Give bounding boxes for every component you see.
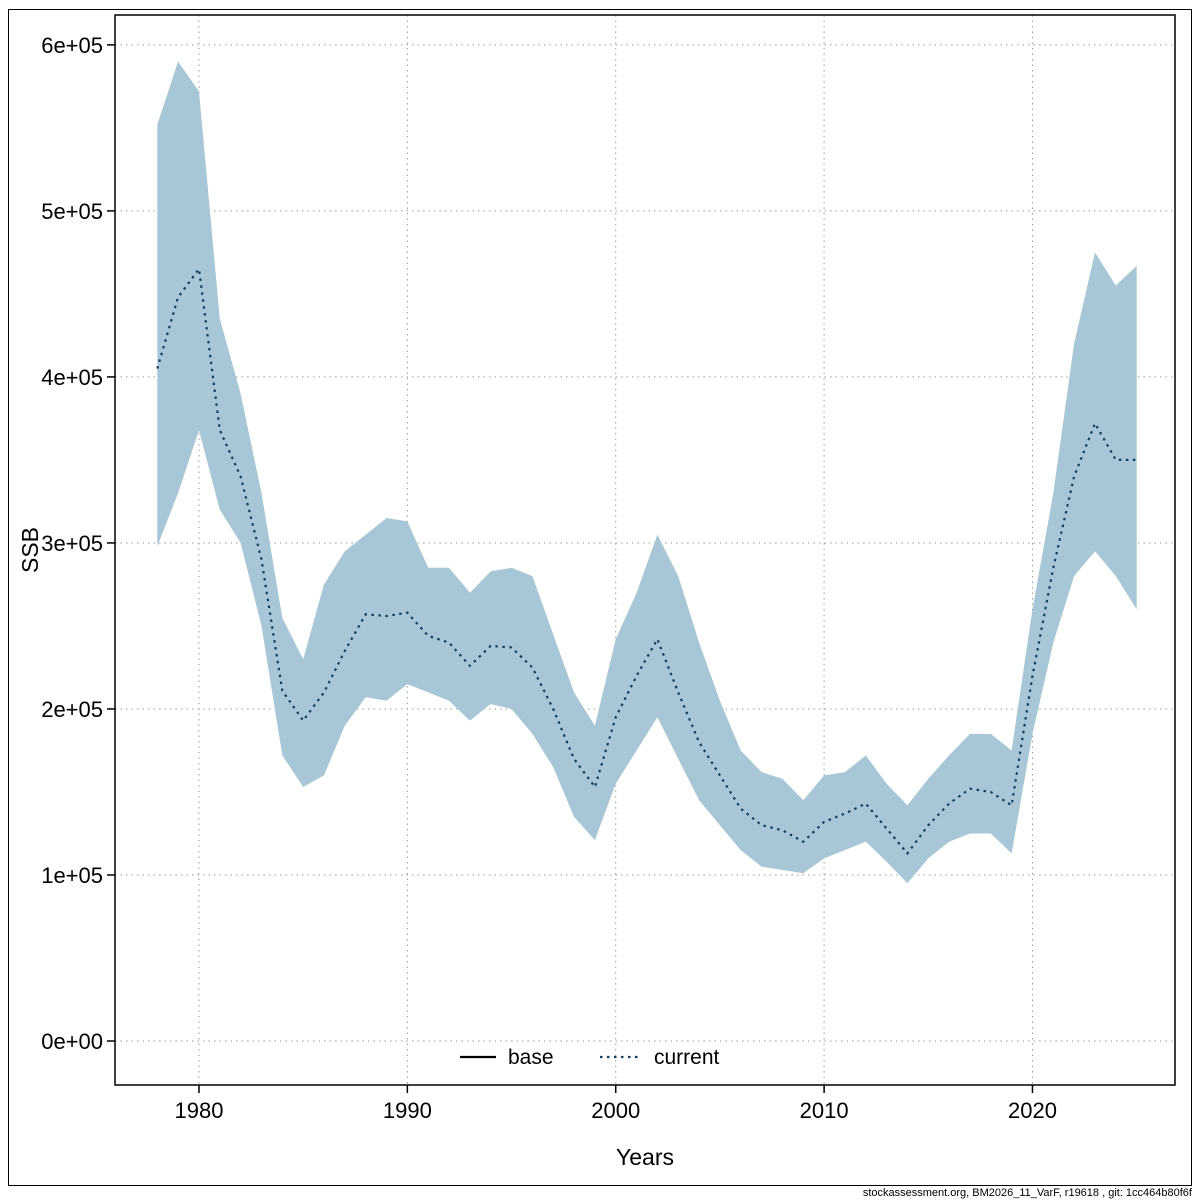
x-tick-label: 1990 — [383, 1098, 432, 1123]
x-tick-label: 1980 — [174, 1098, 223, 1123]
y-tick-label: 3e+05 — [41, 531, 103, 556]
confidence-band — [157, 61, 1137, 884]
y-tick-label: 1e+05 — [41, 863, 103, 888]
y-tick-label: 0e+00 — [41, 1029, 103, 1054]
x-tick-label: 2020 — [1008, 1098, 1057, 1123]
y-tick-label: 2e+05 — [41, 697, 103, 722]
y-tick-label: 4e+05 — [41, 365, 103, 390]
x-tick-label: 2010 — [800, 1098, 849, 1123]
footer-attribution: stockassessment.org, BM2026_11_VarF, r19… — [862, 1187, 1192, 1199]
x-axis-title: Years — [616, 1144, 674, 1170]
x-tick-label: 2000 — [591, 1098, 640, 1123]
y-tick-label: 5e+05 — [41, 199, 103, 224]
legend-current-label: current — [654, 1046, 720, 1069]
plot-border — [114, 14, 1176, 1086]
y-axis-title: SSB — [17, 527, 43, 573]
y-tick-label: 6e+05 — [41, 33, 103, 58]
legend-base-label: base — [508, 1046, 554, 1069]
